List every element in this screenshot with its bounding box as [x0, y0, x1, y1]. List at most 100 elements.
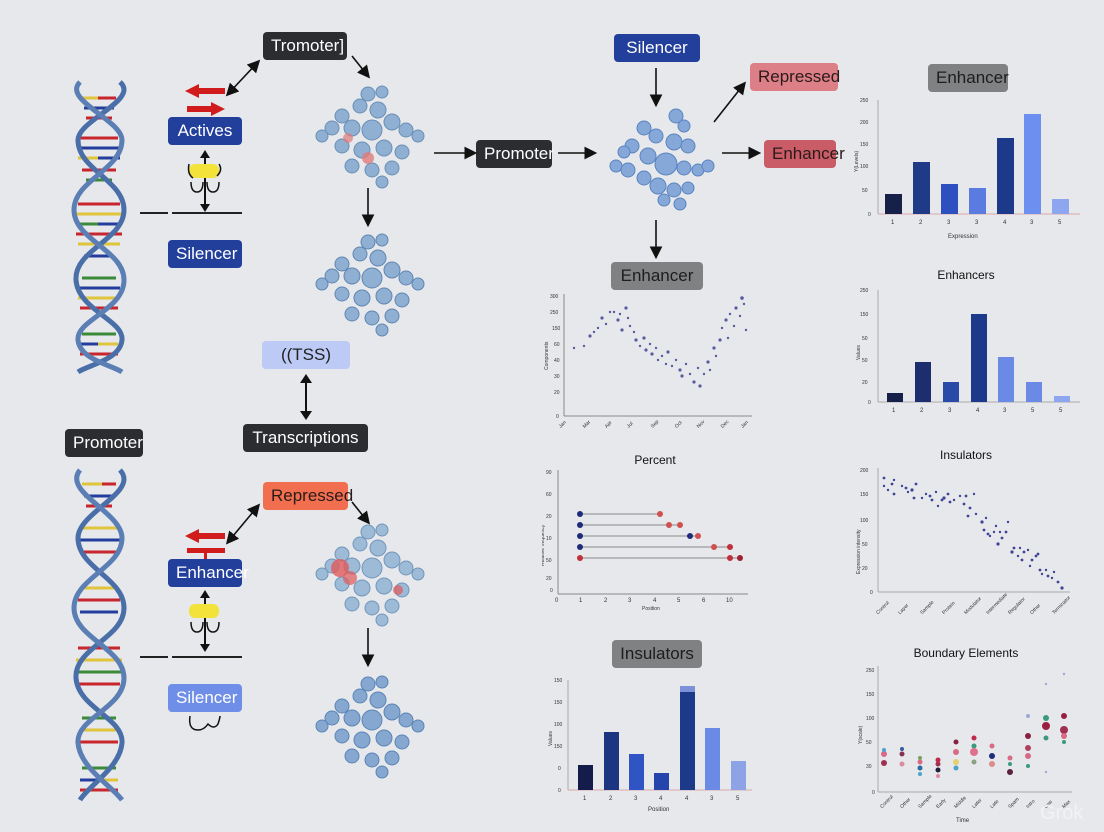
- svg-text:1: 1: [891, 220, 895, 226]
- promoter-label-center: Promoter: [476, 140, 554, 168]
- svg-text:0: 0: [868, 400, 871, 406]
- protein-molecule-1: [315, 85, 425, 189]
- connector-line: [172, 656, 242, 658]
- svg-text:10: 10: [726, 598, 733, 604]
- svg-text:100: 100: [554, 722, 563, 728]
- svg-text:200: 200: [860, 120, 869, 126]
- svg-text:Layer: Layer: [897, 603, 910, 616]
- svg-text:Other: Other: [1029, 603, 1042, 616]
- svg-text:0: 0: [558, 766, 561, 772]
- svg-text:3: 3: [948, 408, 952, 414]
- svg-text:2: 2: [919, 220, 923, 226]
- svg-text:150: 150: [554, 744, 563, 750]
- actives-label: Actives: [168, 117, 242, 145]
- svg-text:10: 10: [546, 536, 552, 542]
- svg-text:300: 300: [550, 294, 559, 300]
- svg-text:Values: Values: [856, 345, 862, 360]
- svg-text:Relative frequency: Relative frequency: [542, 524, 546, 566]
- chart-insulators-bar: 150 150 100 150 0 0 Values 1 2 3 4 4 3 5 Position: [548, 678, 752, 813]
- svg-text:2: 2: [604, 598, 608, 604]
- svg-text:3: 3: [975, 220, 979, 226]
- svg-text:30: 30: [554, 374, 560, 380]
- silencer-label-top-left: Silencer: [168, 240, 242, 268]
- svg-text:4: 4: [653, 598, 657, 604]
- svg-text:Late: Late: [989, 799, 1000, 810]
- chart-enhancers-bar: 250 150 50 50 20 0 Values 1 2 3 4 3 5 5: [856, 288, 1080, 414]
- svg-text:Spam: Spam: [1007, 796, 1020, 809]
- connector-line: [172, 212, 242, 214]
- svg-text:Expression: Expression: [948, 234, 978, 240]
- svg-text:Middle: Middle: [953, 795, 968, 810]
- enhancer-label-center-bottom: Enhancer: [611, 262, 703, 290]
- svg-text:20: 20: [546, 514, 552, 520]
- protein-molecule-3: [315, 523, 425, 627]
- svg-text:Dec: Dec: [720, 419, 731, 430]
- tss-label: ((TSS): [262, 341, 350, 369]
- svg-text:150: 150: [866, 692, 875, 698]
- tss-bidirectional-arrow-icon: [300, 374, 312, 420]
- svg-text:5: 5: [1031, 408, 1035, 414]
- enhancer-bar-title: Enhancer: [928, 64, 1009, 92]
- svg-text:100: 100: [866, 716, 875, 722]
- svg-text:30: 30: [866, 764, 872, 770]
- svg-text:3: 3: [947, 220, 951, 226]
- svg-text:4: 4: [685, 796, 689, 802]
- svg-text:150: 150: [860, 142, 869, 148]
- svg-text:4: 4: [659, 796, 663, 802]
- svg-text:0: 0: [872, 790, 875, 796]
- repressed-label-center: Repressed: [750, 63, 840, 91]
- svg-text:90: 90: [546, 470, 552, 476]
- percent-chart-title: Percent: [634, 453, 676, 467]
- svg-text:Terminator: Terminator: [1051, 595, 1072, 616]
- insulators-scatter-title: Insulators: [939, 448, 993, 462]
- svg-text:50: 50: [862, 336, 868, 342]
- svg-text:0: 0: [870, 590, 873, 596]
- svg-text:60: 60: [546, 492, 552, 498]
- svg-text:Y(Levels): Y(Levels): [854, 151, 860, 172]
- svg-text:50: 50: [866, 740, 872, 746]
- svg-text:0: 0: [868, 212, 871, 218]
- svg-text:250: 250: [860, 288, 869, 294]
- svg-text:0: 0: [556, 414, 559, 420]
- svg-text:4: 4: [1003, 220, 1007, 226]
- svg-text:Other: Other: [899, 797, 912, 810]
- svg-text:Intermediate: Intermediate: [985, 592, 1009, 616]
- svg-text:100: 100: [860, 164, 869, 170]
- connector-line: [140, 212, 168, 214]
- svg-text:Time: Time: [956, 818, 970, 824]
- svg-text:Early: Early: [935, 797, 948, 810]
- svg-text:0: 0: [555, 598, 559, 604]
- svg-text:2: 2: [920, 408, 924, 414]
- svg-text:Max: Max: [1061, 799, 1072, 810]
- svg-text:4: 4: [976, 408, 980, 414]
- svg-text:Mar: Mar: [582, 419, 593, 430]
- svg-text:Jan: Jan: [740, 420, 750, 430]
- svg-text:0: 0: [550, 588, 553, 594]
- svg-text:Jul: Jul: [626, 421, 635, 430]
- svg-text:Expression intensity: Expression intensity: [856, 529, 862, 574]
- svg-text:Y(scale): Y(scale): [858, 725, 864, 744]
- center-flow-arrows: [434, 68, 762, 260]
- svg-text:Sample: Sample: [917, 794, 933, 810]
- svg-text:Sep: Sep: [650, 419, 661, 430]
- promoter-top-label: Tromoter]: [263, 32, 347, 60]
- svg-text:5: 5: [1058, 220, 1062, 226]
- bidirectional-red-arrows-icon: [185, 84, 225, 116]
- svg-text:Position: Position: [642, 606, 660, 611]
- svg-text:Values: Values: [548, 731, 554, 746]
- svg-text:250: 250: [866, 668, 875, 674]
- transcriptions-label: Transcriptions: [243, 424, 368, 452]
- svg-text:1: 1: [583, 796, 587, 802]
- svg-text:1: 1: [579, 598, 583, 604]
- chart-boundary-elements: 250 150 100 50 30 0 Y(scale) Control Other S…: [858, 666, 1072, 824]
- svg-text:20: 20: [862, 380, 868, 386]
- svg-text:50: 50: [862, 542, 868, 548]
- protein-molecule-center: [609, 108, 715, 211]
- svg-text:150: 150: [554, 700, 563, 706]
- chart-enhancer-bar: 250 200 150 100 50 0 Y(Levels) 1 2 3 3 4 3 5 Expr…: [854, 98, 1080, 240]
- regulatory-binding-icon: [187, 150, 222, 212]
- svg-text:100: 100: [860, 518, 869, 524]
- svg-text:0: 0: [558, 788, 561, 794]
- svg-text:Sample: Sample: [919, 600, 935, 616]
- svg-text:2: 2: [609, 796, 613, 802]
